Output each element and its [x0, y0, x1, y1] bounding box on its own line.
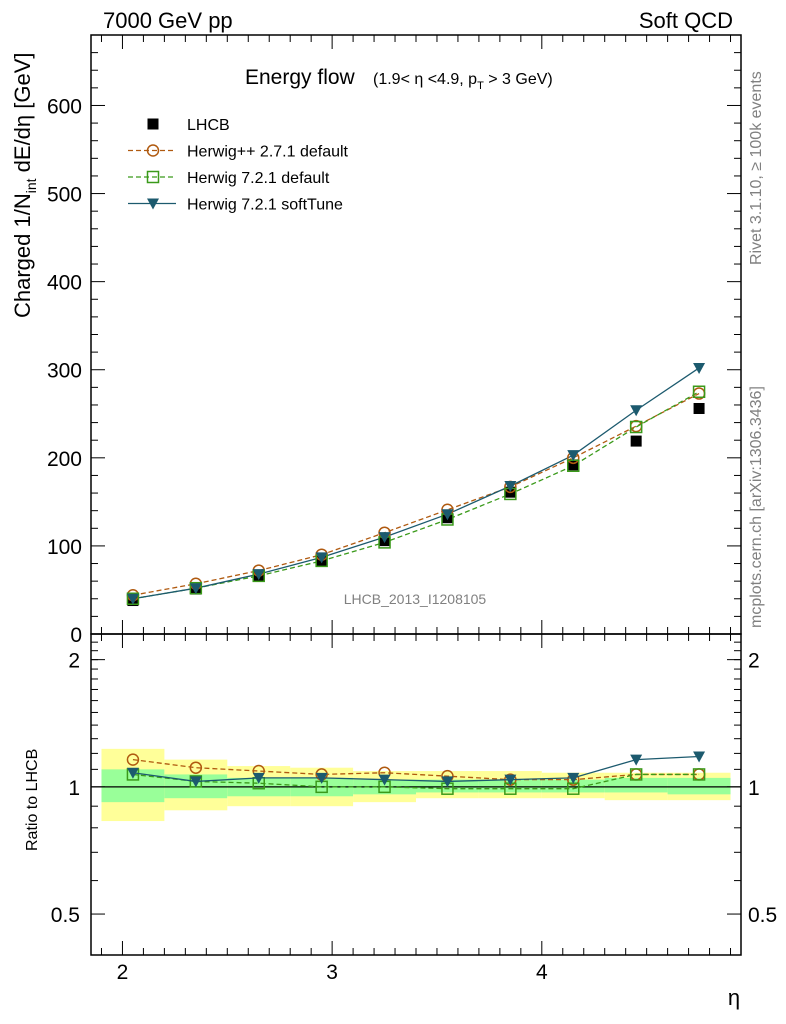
main-data-point: [629, 419, 643, 433]
ratio-data-point: [693, 751, 706, 763]
ratio-band-inner: [604, 777, 668, 793]
ratio-band-inner: [667, 777, 731, 795]
main-data-point: [189, 583, 202, 595]
y-tick-label: 600: [47, 95, 82, 118]
main-ylabel: Charged 1/Nint dE/dη [GeV]: [10, 52, 39, 318]
ratio-data-point: [252, 772, 265, 784]
legend-marker: [147, 118, 159, 130]
ratio-ylabel: Ratio to LHCB: [24, 749, 41, 851]
analysis-watermark: LHCB_2013_I1208105: [344, 591, 487, 607]
x-tick-label: 3: [326, 961, 338, 984]
ratio-data-point: [189, 761, 203, 774]
main-title-text: Energy flow: [245, 66, 356, 89]
legend-marker: [147, 198, 159, 210]
ratio-frame: [90, 633, 742, 956]
main-data-point: [630, 405, 643, 417]
ratio-y-tick-label: 1: [748, 777, 760, 800]
x-tick-label: 2: [117, 961, 129, 984]
legend-label: LHCB: [187, 117, 230, 134]
ratio-data-point: [126, 753, 140, 766]
header-right: Soft QCD: [639, 8, 733, 33]
legend: LHCB Herwig++ 2.7.1 default Herwig 7.2.1 d…: [128, 117, 349, 214]
y-tick-label: 300: [47, 360, 82, 383]
main-data-point: [693, 362, 706, 374]
main-data-point: [126, 593, 139, 605]
ratio-y-tick-label: 1: [68, 777, 80, 800]
legend-label: Herwig 7.2.1 softTune: [187, 197, 343, 214]
x-tick-label: 4: [536, 961, 548, 984]
main-plot: 0 100 200 300 400 500 600: [47, 34, 742, 955]
y-tick-label: 200: [47, 448, 82, 471]
ratio-series-line: [132, 773, 700, 790]
main-data-point: [629, 420, 643, 434]
y-tick-label: 100: [47, 536, 82, 559]
legend-marker: [146, 144, 160, 157]
ratio-series-line: [132, 758, 700, 781]
ratio-data-point: [315, 772, 328, 784]
main-series-line: [132, 392, 700, 596]
ratio-series-line: [132, 755, 700, 783]
ratio-data-point: [692, 768, 706, 781]
ratio-data-point: [378, 774, 391, 786]
main-data-point: [378, 532, 391, 544]
ratio-y-tick-label: 0.5: [748, 904, 777, 927]
main-data-point: [630, 435, 642, 447]
main-title: Energy flow: [245, 66, 356, 89]
main-data-point: [315, 552, 328, 564]
legend-label: Herwig++ 2.7.1 default: [187, 144, 349, 161]
y-tick-label: 0: [70, 624, 82, 647]
legend-marker: [146, 170, 160, 184]
ratio-data-point: [441, 776, 454, 788]
legend-label: Herwig 7.2.1 default: [187, 170, 330, 187]
ratio-data-point: [567, 772, 580, 784]
ratio-y-tick-label: 2: [68, 650, 80, 673]
main-series-line: [132, 367, 700, 600]
ratio-y-tick-label: 2: [748, 650, 760, 673]
x-axis-label: η: [728, 985, 740, 1010]
rivet-label: Rivet 3.1.10, ≥ 100k events: [748, 71, 765, 265]
main-data-point: [693, 402, 705, 414]
main-data-point: [692, 385, 706, 399]
main-data-point: [252, 569, 265, 581]
ratio-data-point: [629, 768, 643, 781]
main-series-line: [132, 391, 700, 600]
ratio-y-tick-label: 0.5: [51, 904, 80, 927]
y-tick-label: 400: [47, 272, 82, 295]
ratio-data-point: [630, 754, 643, 766]
ratio-plot: 2 3 4 0.5 0.5 1 1 2 2: [51, 633, 777, 984]
ratio-data-point: [189, 776, 202, 788]
ratio-data-point: [126, 767, 139, 779]
header-left: 7000 GeV pp: [103, 8, 233, 33]
ratio-data-point: [504, 774, 517, 786]
y-tick-label: 500: [47, 184, 82, 207]
main-subtitle: (1.9< η <4.9, pT > 3 GeV): [373, 71, 553, 92]
main-data-point: [504, 481, 517, 493]
main-data-point: [441, 509, 454, 521]
main-data-point: [567, 450, 580, 462]
mcplots-label: mcplots.cern.ch [arXiv:1306.3436]: [748, 386, 765, 628]
main-data-point: [567, 459, 579, 471]
